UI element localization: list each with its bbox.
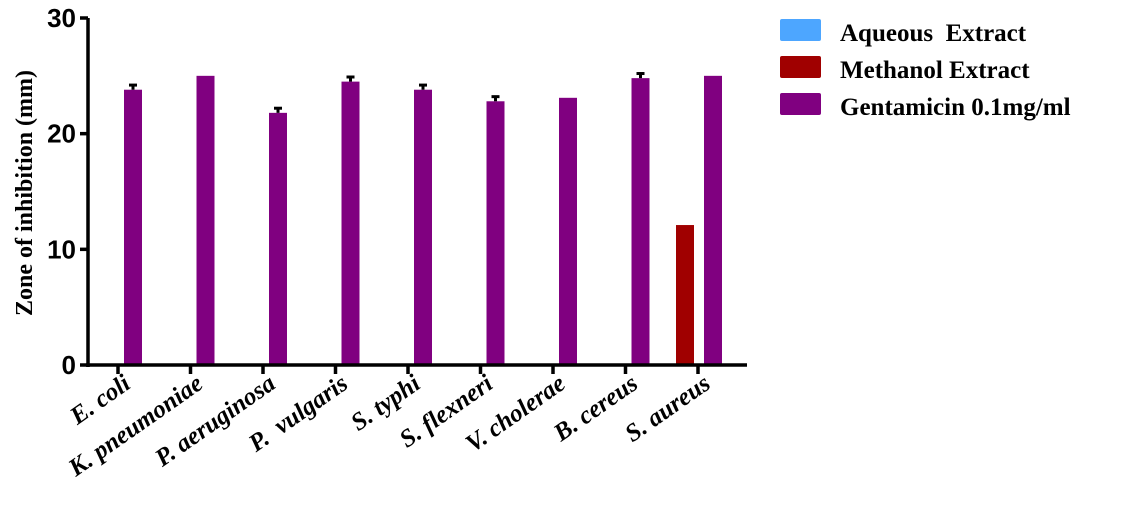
bar-gentamicin-0-1mg-ml	[196, 75, 215, 365]
bar-gentamicin-0-1mg-ml	[341, 81, 360, 365]
y-tick-label: 20	[47, 119, 76, 149]
bar-methanol-extract	[676, 225, 694, 365]
legend-swatch	[780, 93, 821, 115]
bar-gentamicin-0-1mg-ml	[631, 78, 650, 365]
legend: Aqueous Extract Methanol Extract Gentamici…	[780, 19, 1071, 121]
legend-label: Gentamicin 0.1mg/ml	[840, 94, 1071, 121]
error-bars	[129, 72, 645, 113]
y-tick-label: 0	[62, 350, 76, 380]
bar-gentamicin-0-1mg-ml	[414, 89, 432, 366]
legend-swatch	[780, 56, 821, 78]
bar-gentamicin-0-1mg-ml	[704, 75, 722, 365]
y-tick-label: 30	[47, 3, 76, 33]
y-tick-label: 10	[47, 234, 76, 264]
y-axis-ticks: 0 10 20 30	[47, 3, 88, 380]
legend-label: Aqueous Extract	[840, 20, 1027, 47]
bars	[124, 75, 722, 366]
bar-gentamicin-0-1mg-ml	[486, 101, 505, 365]
legend-label: Methanol Extract	[840, 57, 1030, 84]
legend-swatch	[780, 19, 821, 41]
y-axis-label: Zone of inhibition (mm)	[12, 70, 38, 316]
bar-gentamicin-0-1mg-ml	[269, 112, 287, 365]
bar-gentamicin-0-1mg-ml	[559, 97, 577, 365]
bar-gentamicin-0-1mg-ml	[124, 89, 142, 366]
